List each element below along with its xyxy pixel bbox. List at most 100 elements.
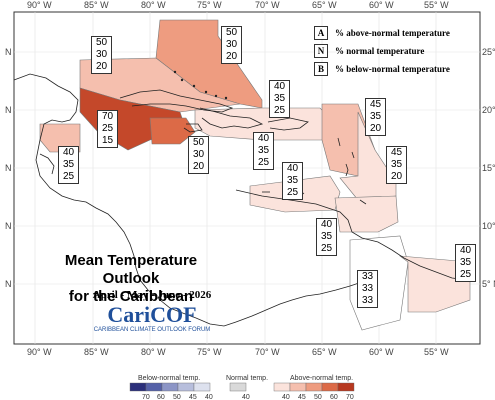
legend-label-below: % below-normal temperature (335, 64, 450, 74)
lon-bottom-0: 90° W (27, 347, 52, 357)
lat-left-2: N (5, 163, 12, 173)
scale-above-45 (289, 382, 307, 392)
stack-cayman-b: 15 (101, 135, 114, 146)
lon-bottom-2: 80° W (141, 347, 166, 357)
stack-windward-n: 35 (390, 159, 403, 170)
stack-guyana-n: 33 (361, 283, 374, 294)
scale-tick-a4: 70 (346, 394, 354, 400)
legend-row-normal: N % normal temperature (314, 42, 479, 60)
scale-tick-a0: 40 (282, 394, 290, 400)
scale-above-60 (321, 382, 339, 392)
lon-bottom-7: 55° W (424, 347, 449, 357)
scale-below-50 (161, 382, 179, 392)
caricof-logo-subtitle: CARIBBEAN CLIMATE OUTLOOK FORUM (93, 327, 211, 333)
lon-top-6: 60° W (369, 0, 394, 10)
stack-trinidad: 40 35 25 (316, 218, 337, 256)
scale-tick-b3: 45 (189, 394, 197, 400)
stack-fg-b: 25 (459, 269, 472, 280)
stack-leeward-a: 45 (369, 99, 382, 110)
zone-trinidad (334, 195, 399, 233)
stack-belize-a: 40 (62, 147, 75, 158)
scale-below-45 (177, 382, 195, 392)
scale-tick-a3: 60 (330, 394, 338, 400)
bahamas-islands (173, 70, 228, 100)
scale-tick-b2: 50 (173, 394, 181, 400)
stack-abc: 40 35 25 (282, 162, 303, 200)
scale-tick-b1: 60 (157, 394, 165, 400)
lat-left-1: N (5, 105, 12, 115)
stack-trinidad-a: 40 (320, 219, 333, 230)
scale-tick-a1: 45 (298, 394, 306, 400)
lat-right-4: 5° N (482, 279, 495, 289)
stack-gas-n: 35 (257, 145, 270, 156)
lat-right-2: 15° N (482, 163, 495, 173)
stack-bahamas-n: 30 (225, 39, 238, 50)
stack-jamaica: 50 30 20 (188, 136, 209, 174)
lat-right-0: 25° N (482, 47, 495, 57)
lon-bottom-1: 85° W (84, 347, 109, 357)
stack-trinidad-n: 35 (320, 231, 333, 242)
zone-jamaica (149, 117, 196, 145)
stack-jamaica-b: 20 (192, 161, 205, 172)
scale-normal-title: Normal temp. (226, 375, 268, 382)
map-title: Mean Temperature Outlook for the Caribbe… (36, 252, 226, 306)
legend-code-above: A (314, 26, 328, 40)
scale-above-50 (305, 382, 323, 392)
lon-top-2: 80° W (141, 0, 166, 10)
stack-windward-b: 20 (390, 171, 403, 182)
stack-windward-a: 45 (390, 147, 403, 158)
legend-label-above: % above-normal temperature (335, 28, 450, 38)
lat-left-3: N (5, 221, 12, 231)
map-title-line1: Mean Temperature Outlook (64, 252, 198, 287)
scale-tick-b0: 70 (142, 394, 150, 400)
stack-jamaica-n: 30 (192, 149, 205, 160)
stack-cuba-west-b: 20 (95, 61, 108, 72)
stack-french-guiana: 40 35 25 (455, 244, 476, 282)
lon-bottom-3: 75° W (197, 347, 222, 357)
scale-below-60 (145, 382, 163, 392)
stack-belize-n: 35 (62, 159, 75, 170)
lat-right-1: 20° N (482, 105, 495, 115)
scale-below-title: Below-normal temp. (138, 375, 200, 382)
lon-top-5: 65° W (312, 0, 337, 10)
lon-top-7: 55° W (424, 0, 449, 10)
stack-fg-a: 40 (459, 245, 472, 256)
lat-right-3: 10° N (482, 221, 495, 231)
lon-bottom-4: 70° W (255, 347, 280, 357)
stack-gas-b: 25 (257, 157, 270, 168)
stack-cayman: 70 25 15 (97, 110, 118, 148)
stack-hispaniola-b: 25 (273, 105, 286, 116)
scale-tick-b4: 40 (205, 394, 213, 400)
scale-below-70 (129, 382, 147, 392)
legend-label-normal: % normal temperature (335, 46, 425, 56)
stack-cuba-west-n: 30 (95, 49, 108, 60)
lon-bottom-6: 60° W (369, 347, 394, 357)
scale-above-70 (337, 382, 355, 392)
stack-fg-n: 35 (459, 257, 472, 268)
stack-hispaniola-n: 35 (273, 93, 286, 104)
map-title-line2: for the Caribbean (68, 288, 194, 305)
scale-normal-40 (229, 382, 247, 392)
stack-bahamas-b: 20 (225, 51, 238, 62)
axis-labels: 90° W 85° W 80° W 75° W 70° W 65° W 60° … (5, 0, 495, 357)
stack-guyana: 33 33 33 (357, 270, 378, 308)
stack-leeward-b: 20 (369, 123, 382, 134)
legend-code-below: B (314, 62, 328, 76)
stack-cuba-west: 50 30 20 (91, 36, 112, 74)
stack-abc-n: 35 (286, 175, 299, 186)
caricof-logo-text: CariCOF (107, 302, 197, 327)
stack-belize: 40 35 25 (58, 146, 79, 184)
stack-bahamas: 50 30 20 (221, 26, 242, 64)
lon-top-3: 75° W (197, 0, 222, 10)
stack-guyana-b: 33 (361, 295, 374, 306)
lat-left-0: N (5, 47, 12, 57)
caricof-logo: CariCOF CARIBBEAN CLIMATE OUTLOOK FORUM (86, 304, 218, 334)
stack-trinidad-b: 25 (320, 243, 333, 254)
forecast-period: April - May - June - 2026 (92, 289, 212, 301)
stack-abc-b: 25 (286, 187, 299, 198)
color-scale (129, 382, 355, 392)
stack-cayman-a: 70 (101, 111, 114, 122)
stack-gas-a: 40 (257, 133, 270, 144)
stack-greater-antilles-south: 40 35 25 (253, 132, 274, 170)
stack-hispaniola: 40 35 25 (269, 80, 290, 118)
